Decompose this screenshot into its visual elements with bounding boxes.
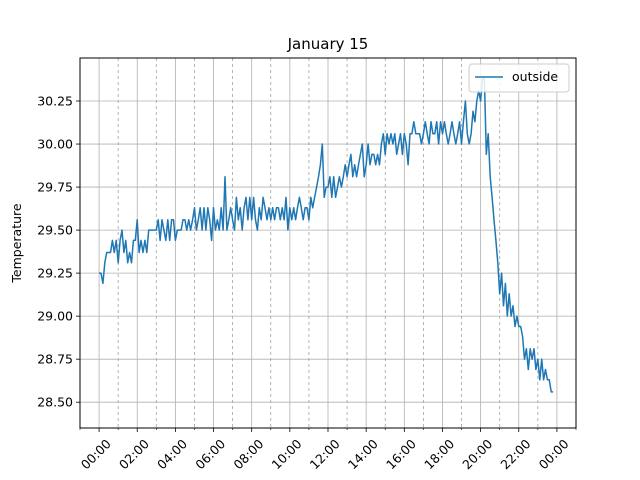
x-tick-label: 22:00 bbox=[497, 436, 533, 472]
x-tick-label: 16:00 bbox=[383, 436, 419, 472]
x-tick-label: 04:00 bbox=[154, 436, 190, 472]
x-tick-label: 20:00 bbox=[459, 436, 495, 472]
y-tick-label: 29.00 bbox=[37, 309, 73, 324]
x-tick-label: 00:00 bbox=[78, 436, 114, 472]
y-axis-label: Temperature bbox=[9, 203, 24, 283]
x-tick-label: 02:00 bbox=[116, 436, 152, 472]
y-axis-ticks: 28.50 28.75 29.00 29.25 29.50 29.75 30.00 30.25 bbox=[37, 94, 80, 410]
chart-title: January 15 bbox=[287, 35, 369, 53]
y-tick-label: 29.75 bbox=[37, 180, 73, 195]
y-tick-label: 29.25 bbox=[37, 266, 73, 281]
x-tick-label: 12:00 bbox=[307, 436, 343, 472]
y-tick-label: 30.25 bbox=[37, 94, 73, 109]
x-tick-label: 10:00 bbox=[269, 436, 305, 472]
y-tick-label: 28.50 bbox=[37, 395, 73, 410]
major-gridlines bbox=[80, 58, 576, 428]
x-axis-ticks: 00:00 02:00 04:00 06:00 08:00 10:00 12:00 14:00… bbox=[78, 428, 577, 472]
x-tick-label: 14:00 bbox=[345, 436, 381, 472]
y-tick-label: 30.00 bbox=[37, 137, 73, 152]
legend-box bbox=[468, 63, 570, 93]
x-tick-label: 08:00 bbox=[230, 436, 266, 472]
y-tick-label: 28.75 bbox=[37, 352, 73, 367]
x-tick-label: 00:00 bbox=[536, 436, 572, 472]
y-tick-label: 29.50 bbox=[37, 223, 73, 238]
series-line-outside bbox=[99, 77, 554, 393]
legend: outside bbox=[468, 63, 570, 93]
legend-label-outside: outside bbox=[512, 69, 558, 84]
x-tick-label: 06:00 bbox=[192, 436, 228, 472]
x-tick-label: 18:00 bbox=[421, 436, 457, 472]
series-layer bbox=[99, 77, 554, 393]
